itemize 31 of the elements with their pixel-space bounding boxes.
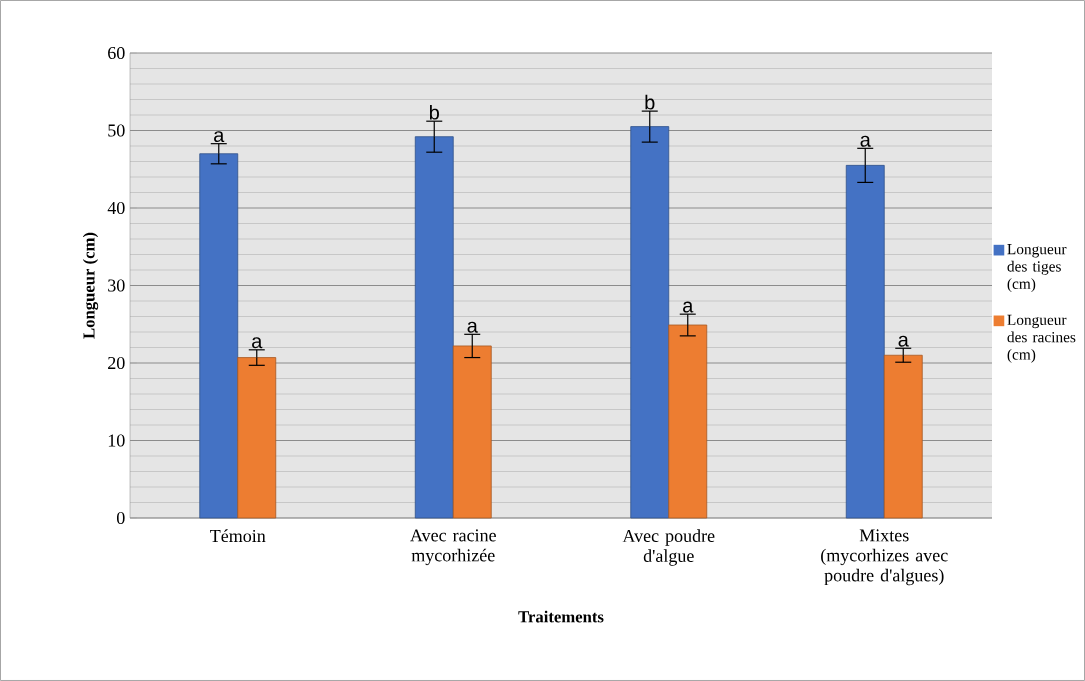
y-tick-label: 40 [107,201,125,215]
annotation: a [683,301,694,313]
bar [845,164,885,519]
x-tick-label: Mixtes (mycorhizes avec poudre d'algues) [821,529,948,586]
bar [883,354,923,519]
annotation: a [898,335,909,347]
bar [630,126,670,519]
x-tick-label: Avec racine mycorhizée [410,529,496,566]
y-tick-label: 20 [108,356,125,370]
annotation: a [252,337,263,349]
legend-label: Longueur des tiges (cm) [1007,244,1067,293]
bar [668,324,708,519]
x-tick-label: Témoin [210,529,266,543]
annotation: b [645,94,655,110]
x-tick-label: Avec poudre d'algue [622,529,715,566]
y-tick-label: 50 [108,124,125,137]
annotation: b [429,104,439,120]
annotation: a [467,321,478,333]
y-tick-label: 10 [108,434,125,447]
legend-label: Longueur des racines (cm) [1007,314,1076,363]
x-axis-title: Traitements [518,610,604,623]
y-tick-label: 60 [108,46,125,60]
annotation: a [214,131,225,143]
annotation: a [860,135,871,147]
bar [199,153,239,519]
bar [452,345,492,519]
bar [237,357,277,519]
y-tick-label: 0 [116,511,125,525]
y-tick-label: 30 [108,279,125,292]
y-axis-title: Longueur (cm) [82,232,99,339]
bar [414,136,454,519]
